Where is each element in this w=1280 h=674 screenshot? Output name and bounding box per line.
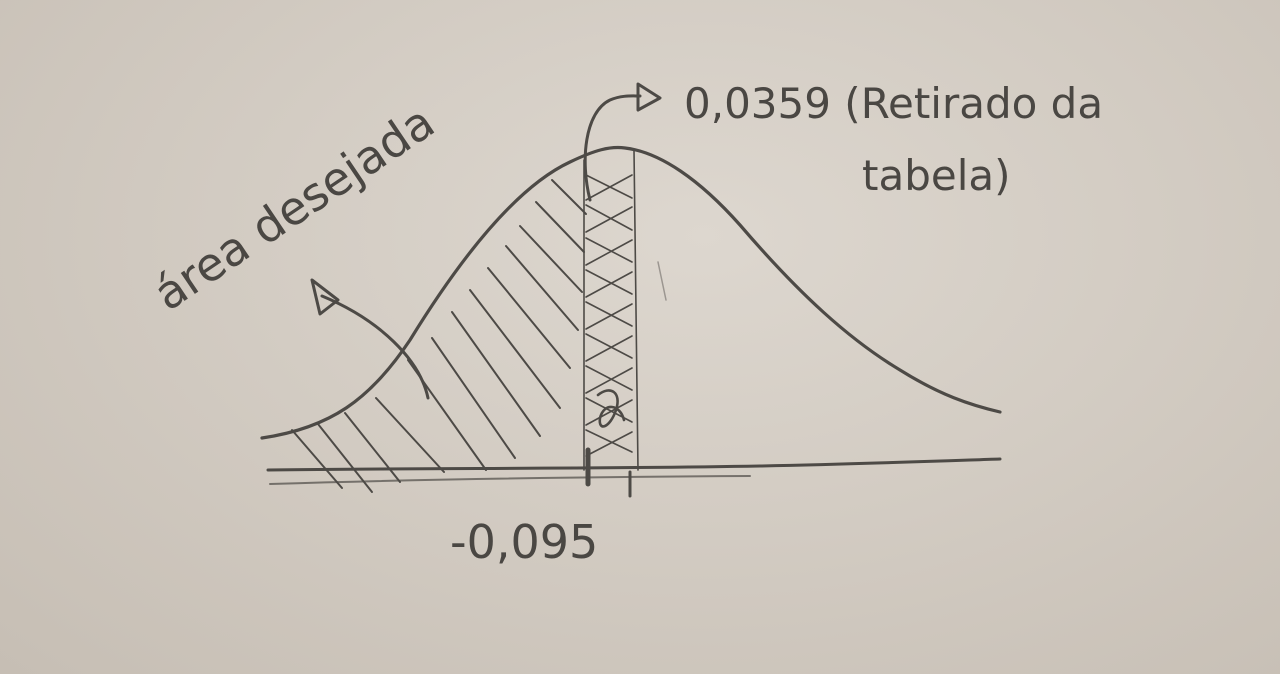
bell-curve [260, 145, 1002, 440]
x-axis [266, 457, 1002, 485]
faint-mark [657, 261, 667, 301]
shaded-desired-area [291, 179, 587, 493]
table-value-label-line2: tabela) [862, 151, 1011, 200]
desired-area-label: área desejada [144, 94, 444, 321]
table-value-arrow [583, 82, 662, 202]
crosshatched-strip [583, 149, 639, 471]
table-value-label-line1: 0,0359 (Retirado da [684, 79, 1103, 128]
z-value-label: -0,095 [450, 515, 598, 569]
z-tick-marks [585, 447, 632, 498]
desired-area-arrow [310, 278, 430, 400]
